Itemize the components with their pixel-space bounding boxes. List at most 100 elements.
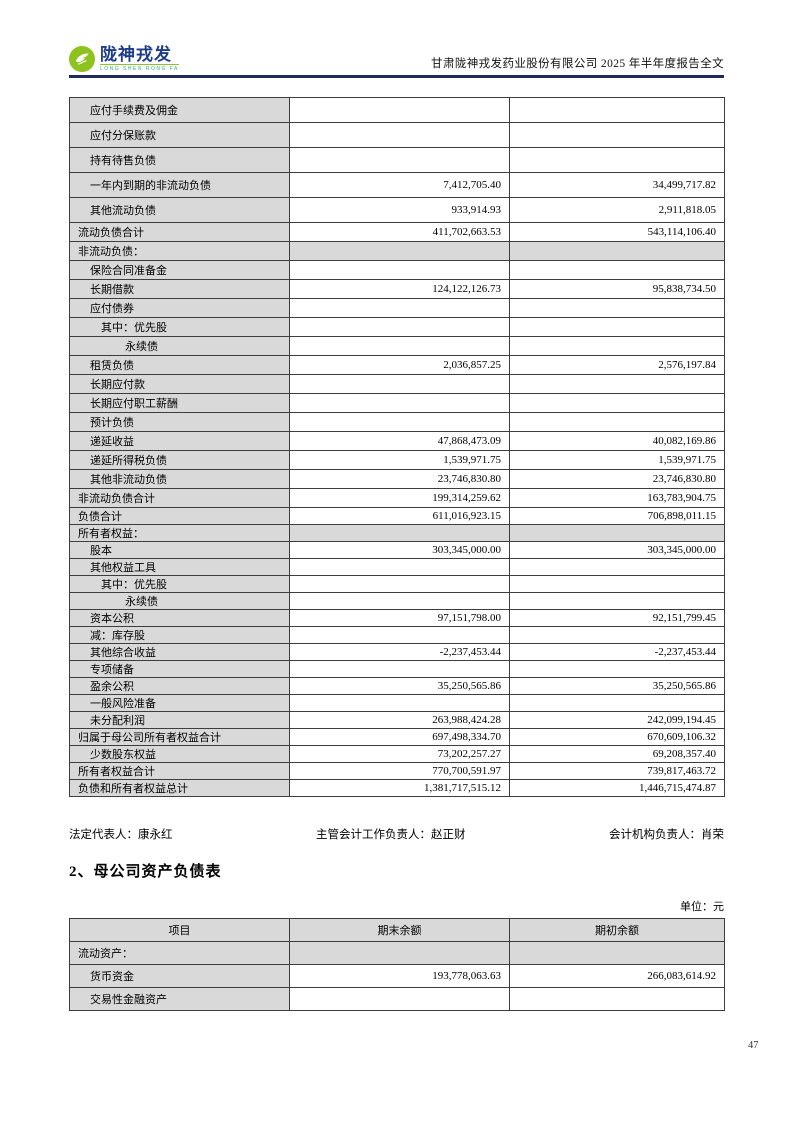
row-label-cell: 负债和所有者权益总计 [69,779,290,797]
end-balance-cell [289,298,510,318]
table-row: 其中：优先股 [69,575,725,593]
row-label-cell: 股本 [69,541,290,559]
begin-balance-cell [509,122,725,148]
table-row: 永续债 [69,336,725,356]
row-label-cell: 递延收益 [69,431,290,451]
end-balance-cell: 23,746,830.80 [289,469,510,489]
begin-balance-cell [509,592,725,610]
begin-balance-cell [509,336,725,356]
table-row: 股本 303,345,000.00 303,345,000.00 [69,541,725,559]
end-balance-cell [289,626,510,644]
row-label-cell: 非流动负债合计 [69,488,290,508]
begin-balance-cell [509,412,725,432]
row-label-cell: 永续债 [69,592,290,610]
begin-balance-cell: 706,898,011.15 [509,507,725,525]
table-row: 持有待售负债 [69,147,725,173]
begin-balance-cell [509,660,725,678]
end-balance-cell: 303,345,000.00 [289,541,510,559]
bird-glyph-icon [76,53,89,65]
table-row: 长期借款 124,122,126.73 95,838,734.50 [69,279,725,299]
column-header-item: 项目 [69,918,290,942]
row-label-cell: 盈余公积 [69,677,290,695]
end-balance-cell: 47,868,473.09 [289,431,510,451]
row-label-cell: 专项储备 [69,660,290,678]
row-label-cell: 归属于母公司所有者权益合计 [69,728,290,746]
row-label-cell: 货币资金 [69,964,290,988]
unit-label: 单位：元 [680,901,724,913]
table-row: 一年内到期的非流动负债 7,412,705.40 34,499,717.82 [69,172,725,198]
row-label-cell: 其中：优先股 [69,575,290,593]
consolidated-balance-sheet-table: 应付手续费及佣金 应付分保账款 持有待售负债 一年内到期的非流动负债 7,412,705… [69,97,725,797]
begin-balance-cell: 2,576,197.84 [509,355,725,375]
end-balance-cell [289,374,510,394]
table-row: 保险合同准备金 [69,260,725,280]
begin-balance-cell [509,987,725,1011]
end-balance-cell [289,241,510,261]
begin-balance-cell [509,317,725,337]
row-label-cell: 交易性金融资产 [69,987,290,1011]
table-row: 递延所得税负债 1,539,971.75 1,539,971.75 [69,450,725,470]
signature-row: 法定代表人：康永红 主管会计工作负责人：赵正财 会计机构负责人：肖荣 [69,826,724,842]
row-label-cell: 应付债券 [69,298,290,318]
table-row: 其他非流动负债 23,746,830.80 23,746,830.80 [69,469,725,489]
table-row: 负债合计 611,016,923.15 706,898,011.15 [69,507,725,525]
table-row: 流动负债合计 411,702,663.53 543,114,106.40 [69,222,725,242]
begin-balance-cell: 34,499,717.82 [509,172,725,198]
begin-balance-cell [509,97,725,123]
company-logo-icon [69,46,95,72]
table-row: 所有者权益合计 770,700,591.97 739,817,463.72 [69,762,725,780]
row-label-cell: 持有待售负债 [69,147,290,173]
row-label-cell: 租赁负债 [69,355,290,375]
row-label-cell: 预计负债 [69,412,290,432]
begin-balance-cell [509,575,725,593]
end-balance-cell: 97,151,798.00 [289,609,510,627]
end-balance-cell [289,336,510,356]
end-balance-cell [289,147,510,173]
end-balance-cell: 697,498,334.70 [289,728,510,746]
row-label-cell: 所有者权益： [69,524,290,542]
section-title: 2、母公司资产负债表 [69,864,222,880]
column-header-begin-balance: 期初余额 [509,918,725,942]
table-row: 货币资金 193,778,063.63 266,083,614.92 [69,964,725,988]
table-row: 减：库存股 [69,626,725,644]
table-row: 其他权益工具 [69,558,725,576]
table-row: 应付手续费及佣金 [69,97,725,123]
table-row: 其他流动负债 933,914.93 2,911,818.05 [69,197,725,223]
row-label-cell: 流动负债合计 [69,222,290,242]
end-balance-cell [289,412,510,432]
begin-balance-cell: 1,539,971.75 [509,450,725,470]
begin-balance-cell [509,694,725,712]
row-label-cell: 长期借款 [69,279,290,299]
row-label-cell: 长期应付职工薪酬 [69,393,290,413]
table-row: 所有者权益： [69,524,725,542]
row-label-cell: 资本公积 [69,609,290,627]
table-row: 非流动负债： [69,241,725,261]
table-row: 应付债券 [69,298,725,318]
row-label-cell: 其他综合收益 [69,643,290,661]
table-row: 负债和所有者权益总计 1,381,717,515.12 1,446,715,474.… [69,779,725,797]
begin-balance-cell: 35,250,565.86 [509,677,725,695]
begin-balance-cell: 95,838,734.50 [509,279,725,299]
page-number: 47 [748,1040,759,1051]
begin-balance-cell: 303,345,000.00 [509,541,725,559]
end-balance-cell: 35,250,565.86 [289,677,510,695]
table-row: 永续债 [69,592,725,610]
begin-balance-cell: 266,083,614.92 [509,964,725,988]
row-label-cell: 应付手续费及佣金 [69,97,290,123]
end-balance-cell [289,317,510,337]
begin-balance-cell [509,558,725,576]
row-label-cell: 未分配利润 [69,711,290,729]
begin-balance-cell [509,298,725,318]
row-label-cell: 流动资产： [69,941,290,965]
table-row: 一般风险准备 [69,694,725,712]
parent-company-balance-sheet-table: 项目 期末余额 期初余额 流动资产： 货币资金 193,778,063.63 266,… [69,918,725,1011]
begin-balance-cell: 543,114,106.40 [509,222,725,242]
end-balance-cell [289,122,510,148]
row-label-cell: 长期应付款 [69,374,290,394]
end-balance-cell: 933,914.93 [289,197,510,223]
begin-balance-cell: 69,208,357.40 [509,745,725,763]
table-row: 长期应付款 [69,374,725,394]
end-balance-cell: 1,381,717,515.12 [289,779,510,797]
table-row: 非流动负债合计 199,314,259.62 163,783,904.75 [69,488,725,508]
begin-balance-cell [509,941,725,965]
